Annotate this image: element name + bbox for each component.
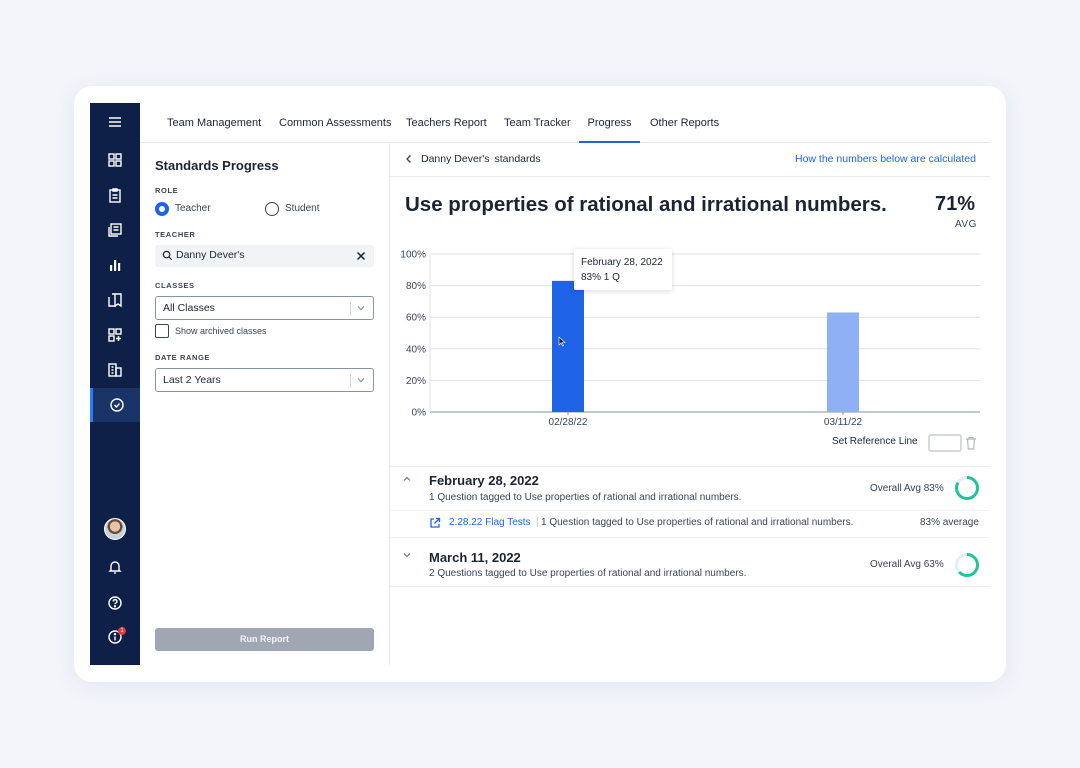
building-icon[interactable] (90, 353, 140, 387)
avatar[interactable] (104, 518, 126, 540)
cursor-icon (558, 336, 566, 347)
tooltip-title: February 28, 2022 (581, 257, 663, 268)
bar (827, 312, 859, 412)
date-range-select[interactable]: Last 2 Years (155, 368, 374, 392)
radio-teacher-label: Teacher (175, 203, 211, 214)
bar (552, 280, 584, 412)
show-archived-label: Show archived classes (175, 326, 267, 336)
top-nav: Team Management Common Assessments Teach… (140, 103, 990, 143)
breadcrumb-suffix: standards (494, 153, 541, 165)
tab-teachers-report[interactable]: Teachers Report (406, 117, 487, 129)
reference-line-label: Set Reference Line (832, 436, 918, 447)
search-icon (162, 250, 173, 261)
tab-common-assessments[interactable]: Common Assessments (279, 117, 392, 129)
breadcrumb: Danny Dever's standards (421, 153, 541, 165)
chevron-down-icon (357, 378, 365, 383)
bar-chart-icon[interactable] (90, 248, 140, 282)
tab-progress[interactable]: Progress (579, 103, 640, 143)
role-label: ROLE (155, 186, 179, 195)
tab-team-tracker[interactable]: Team Tracker (504, 117, 571, 129)
info-icon[interactable] (90, 620, 140, 654)
y-tick-label: 0% (412, 408, 427, 419)
report-header (390, 143, 990, 177)
radio-teacher[interactable] (155, 202, 169, 216)
section-title: February 28, 2022 (429, 473, 539, 488)
bookmark-icon[interactable] (90, 283, 140, 317)
section-overall-avg: Overall Avg 83% (870, 483, 944, 494)
x-tick-label: 02/28/22 (549, 417, 588, 428)
y-tick-label: 80% (406, 281, 426, 292)
dashboard-icon[interactable] (90, 143, 140, 177)
classes-select-value: All Classes (163, 302, 215, 314)
help-icon[interactable] (90, 586, 140, 620)
section-title: March 11, 2022 (429, 550, 521, 565)
chart-tooltip: February 28, 2022 83% 1 Q (574, 249, 672, 290)
teacher-search-field[interactable]: Danny Dever's (155, 245, 374, 267)
chevron-down-icon (357, 306, 365, 311)
show-archived-checkbox[interactable] (155, 324, 169, 338)
run-report-button[interactable]: Run Report (155, 628, 374, 651)
standard-title: Use properties of rational and irrationa… (405, 193, 887, 216)
tab-team-management[interactable]: Team Management (167, 117, 262, 129)
left-rail (90, 103, 140, 665)
breadcrumb-name: Danny Dever's (421, 153, 490, 165)
divider: | (536, 517, 539, 528)
notification-badge: 1 (118, 627, 126, 635)
ring-fill (955, 476, 979, 500)
progress-ring (955, 553, 979, 577)
section-subtitle: 2 Questions tagged to Use properties of … (429, 568, 747, 579)
date-range-label: DATE RANGE (155, 353, 211, 362)
back-chevron-icon[interactable] (404, 154, 414, 164)
progress-chart: 0% 20% 40% 60% 80% 100% 02/28/22 03/11/22 (400, 250, 980, 428)
panel-title: Standards Progress (155, 158, 279, 173)
section-subtitle: 1 Question tagged to Use properties of r… (429, 492, 742, 503)
add-grid-icon[interactable] (90, 318, 140, 352)
x-tick-label: 03/11/22 (824, 417, 863, 428)
progress-ring (955, 476, 979, 500)
library-icon[interactable] (90, 213, 140, 247)
radio-student[interactable] (265, 202, 279, 216)
filter-panel (140, 143, 390, 665)
assessment-avg: 83% average (920, 517, 979, 528)
external-link-icon[interactable] (429, 517, 441, 529)
clipboard-icon[interactable] (90, 178, 140, 212)
y-tick-label: 100% (400, 250, 426, 261)
help-link[interactable]: How the numbers below are calculated (795, 153, 976, 165)
y-tick-label: 40% (406, 344, 426, 355)
ring-fill (955, 553, 979, 577)
y-tick-label: 20% (406, 376, 426, 387)
section-row (390, 466, 990, 538)
radio-student-label: Student (285, 203, 320, 214)
check-badge-icon[interactable] (90, 388, 140, 422)
chevron-up-icon[interactable] (401, 473, 413, 485)
avg-label: AVG (955, 219, 977, 230)
bell-icon[interactable] (90, 550, 140, 584)
date-range-value: Last 2 Years (163, 374, 221, 386)
classes-select[interactable]: All Classes (155, 296, 374, 320)
section-row (390, 537, 990, 587)
chevron-down-icon[interactable] (401, 549, 413, 561)
menu-icon[interactable] (90, 105, 140, 139)
clear-icon[interactable] (356, 251, 366, 261)
avg-value: 71% (935, 193, 976, 215)
trash-icon[interactable] (965, 436, 977, 450)
teacher-search-value: Danny Dever's (176, 249, 245, 261)
assessment-desc: 1 Question tagged to Use properties of r… (541, 517, 854, 528)
y-tick-label: 60% (406, 313, 426, 324)
classes-label: CLASSES (155, 281, 195, 290)
tooltip-body: 83% 1 Q (581, 272, 620, 283)
reference-line-input[interactable] (928, 434, 962, 452)
tab-other-reports[interactable]: Other Reports (650, 117, 720, 129)
section-overall-avg: Overall Avg 63% (870, 559, 944, 570)
assessment-link[interactable]: 2.28.22 Flag Tests (449, 517, 531, 528)
teacher-label: TEACHER (155, 230, 196, 239)
